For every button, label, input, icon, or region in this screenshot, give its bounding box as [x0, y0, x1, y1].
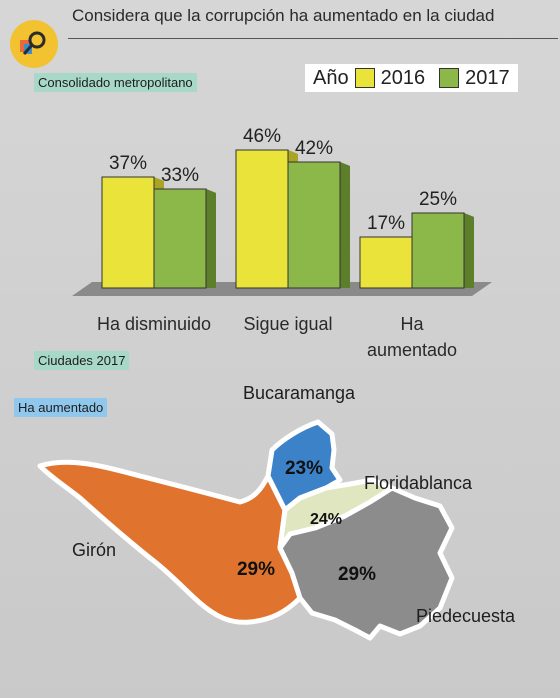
metro-map: 23% 24% 29% 29% — [37, 419, 455, 641]
map-region-giron — [37, 459, 303, 625]
map-label-floridablanca: Floridablanca — [364, 473, 473, 493]
map-value-piedecuesta: 29% — [338, 564, 376, 585]
x-tick-label-2: aumentado — [367, 340, 457, 360]
data-label-2016-1: 46% — [243, 126, 281, 147]
bar-2016-2 — [359, 236, 413, 289]
page-title: Considera que la corrupción ha aumentado… — [72, 6, 495, 25]
x-tick-label-2: Ha — [400, 314, 424, 334]
bar-side-2017-1 — [340, 162, 350, 288]
map-label-bucaramanga: Bucaramanga — [243, 383, 356, 403]
bar-2016-0 — [101, 176, 155, 289]
increased-tag: Ha aumentado — [14, 398, 108, 417]
magnifier-icon — [10, 20, 58, 68]
title-divider — [68, 38, 558, 39]
data-label-2016-2: 17% — [367, 213, 405, 234]
data-label-2017-1: 42% — [295, 138, 333, 159]
bar-chart: 37% 33% 46% 42% 17% 25% Ha disminuido Sigue ig… — [72, 126, 492, 360]
bar-2017-1 — [287, 161, 341, 289]
legend-swatch-2016 — [354, 68, 375, 88]
legend-title: Año — [313, 66, 349, 89]
bar-side-2017-2 — [464, 213, 474, 288]
map-label-piedecuesta: Piedecuesta — [416, 606, 516, 626]
data-label-2016-0: 37% — [109, 153, 147, 174]
data-label-2017-0: 33% — [161, 165, 199, 186]
cities-tag: Ciudades 2017 — [34, 351, 130, 370]
x-tick-label-1: Sigue igual — [243, 314, 332, 334]
legend-label-2016: 2016 — [380, 66, 426, 89]
bar-2016-1 — [235, 149, 289, 289]
map-value-floridablanca: 24% — [310, 511, 342, 528]
map-value-giron: 29% — [237, 559, 275, 580]
data-label-2017-2: 25% — [419, 189, 457, 210]
chart-legend: Año 2016 2017 — [305, 64, 518, 92]
legend-swatch-2017 — [439, 68, 460, 88]
map-region-piedecuesta — [277, 485, 455, 641]
map-value-bucaramanga: 23% — [285, 458, 323, 479]
legend-label-2017: 2017 — [465, 66, 510, 89]
map-label-giron: Girón — [72, 540, 117, 560]
consolidated-tag: Consolidado metropolitano — [34, 73, 197, 92]
bar-2017-2 — [411, 212, 465, 289]
bar-2017-0 — [153, 188, 207, 289]
x-tick-label-0: Ha disminuido — [97, 314, 211, 334]
header: Considera que la corrupción ha aumentado… — [0, 0, 560, 40]
bar-side-2017-0 — [206, 189, 216, 288]
